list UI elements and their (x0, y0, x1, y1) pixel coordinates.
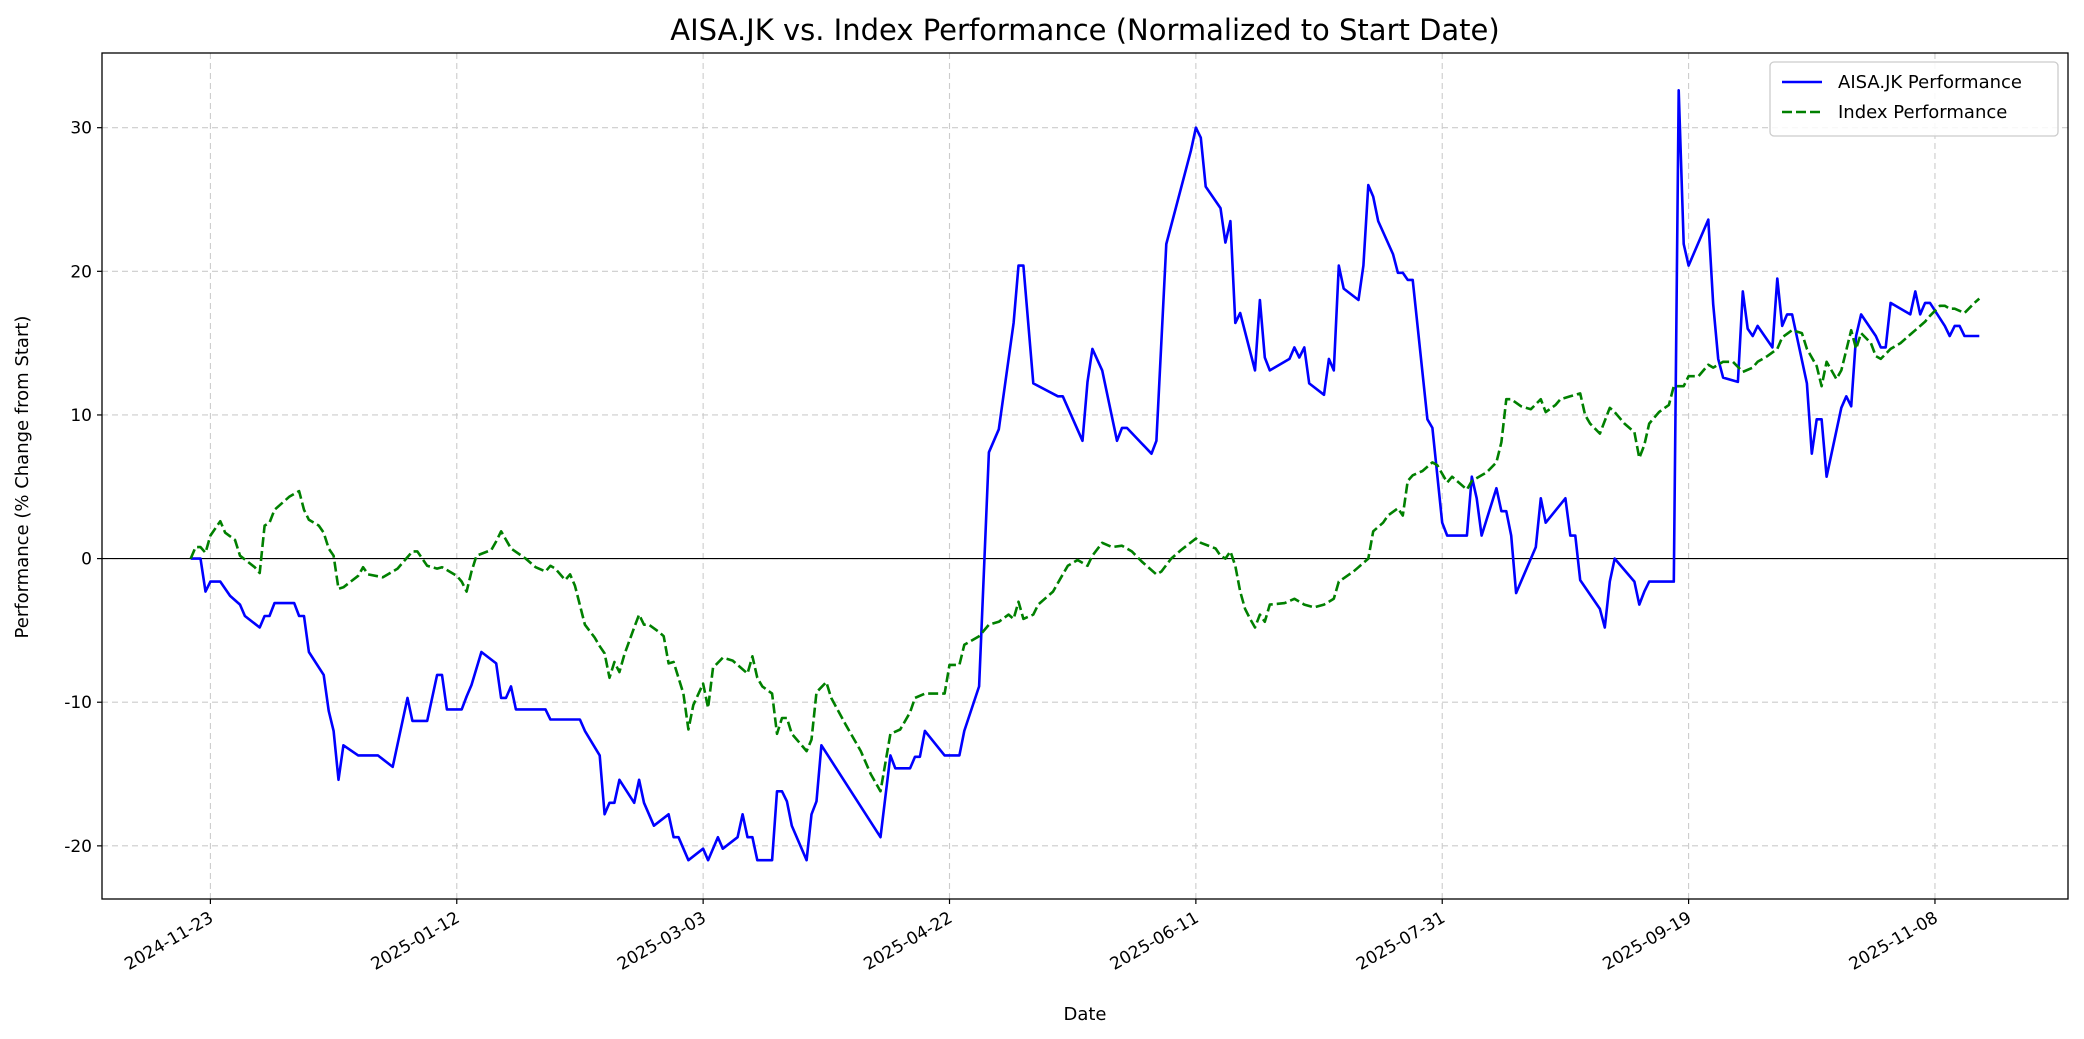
plot-frame (101, 52, 2069, 900)
y-tick-label: -10 (64, 693, 92, 713)
y-axis-label: Performance (% Change from Start) (12, 316, 33, 639)
y-tick-label: 10 (70, 406, 92, 426)
legend-box (1769, 61, 2059, 137)
y-tick-label: 20 (70, 262, 92, 282)
y-axis-ticks: -20 -10 0 10 20 30 (64, 119, 102, 857)
legend-label-index: Index Performance (1838, 102, 2007, 123)
legend: AISA.JK Performance Index Performance (1769, 61, 2059, 137)
y-tick-label: -20 (64, 837, 92, 857)
y-tick-label: 30 (70, 119, 92, 139)
chart-title: AISA.JK vs. Index Performance (Normalize… (670, 13, 1499, 47)
y-tick-label: 0 (81, 550, 92, 570)
series-line-index (189, 297, 1981, 793)
series-layer (189, 89, 1981, 862)
legend-label-aisa: AISA.JK Performance (1838, 72, 2022, 93)
series-line-aisa (190, 89, 1980, 862)
x-axis-label: Date (1063, 1004, 1106, 1025)
